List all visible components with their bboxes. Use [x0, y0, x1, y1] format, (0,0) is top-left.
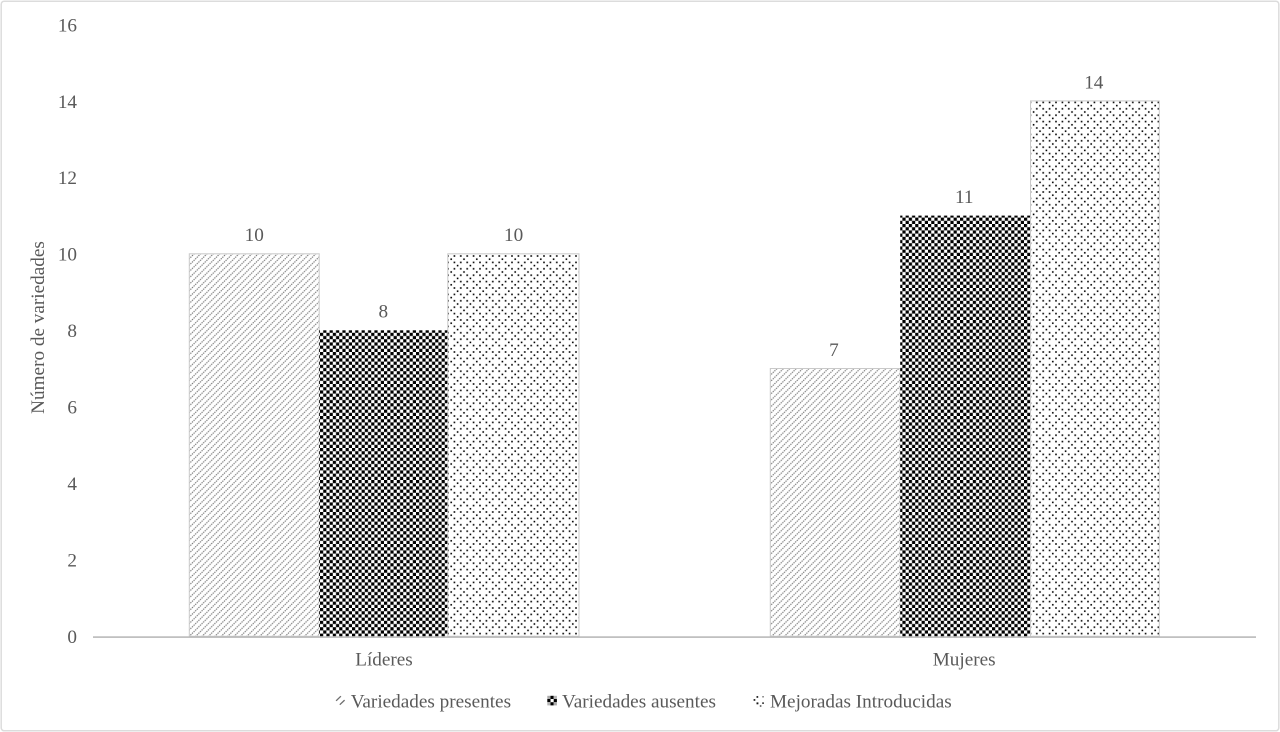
svg-text:Líderes: Líderes	[355, 649, 413, 670]
svg-text:Variedades ausentes: Variedades ausentes	[562, 691, 716, 712]
svg-text:Mujeres: Mujeres	[933, 649, 996, 670]
svg-text:11: 11	[955, 187, 973, 208]
svg-text:10: 10	[58, 245, 77, 266]
svg-text:10: 10	[504, 225, 523, 246]
svg-text:10: 10	[245, 225, 264, 246]
svg-text:Mejoradas Introducidas: Mejoradas Introducidas	[770, 691, 952, 712]
svg-text:0: 0	[67, 627, 77, 648]
svg-text:6: 6	[67, 398, 77, 419]
svg-text:4: 4	[67, 474, 77, 495]
svg-text:2: 2	[67, 550, 77, 571]
svg-text:7: 7	[829, 340, 839, 361]
svg-text:16: 16	[58, 15, 78, 36]
svg-text:14: 14	[58, 92, 78, 113]
svg-text:Número de variedades: Número de variedades	[28, 241, 49, 414]
svg-text:12: 12	[58, 168, 77, 189]
svg-text:8: 8	[67, 321, 77, 342]
svg-text:14: 14	[1084, 72, 1104, 93]
svg-text:Variedades presentes: Variedades presentes	[351, 691, 511, 712]
svg-text:8: 8	[379, 302, 389, 323]
